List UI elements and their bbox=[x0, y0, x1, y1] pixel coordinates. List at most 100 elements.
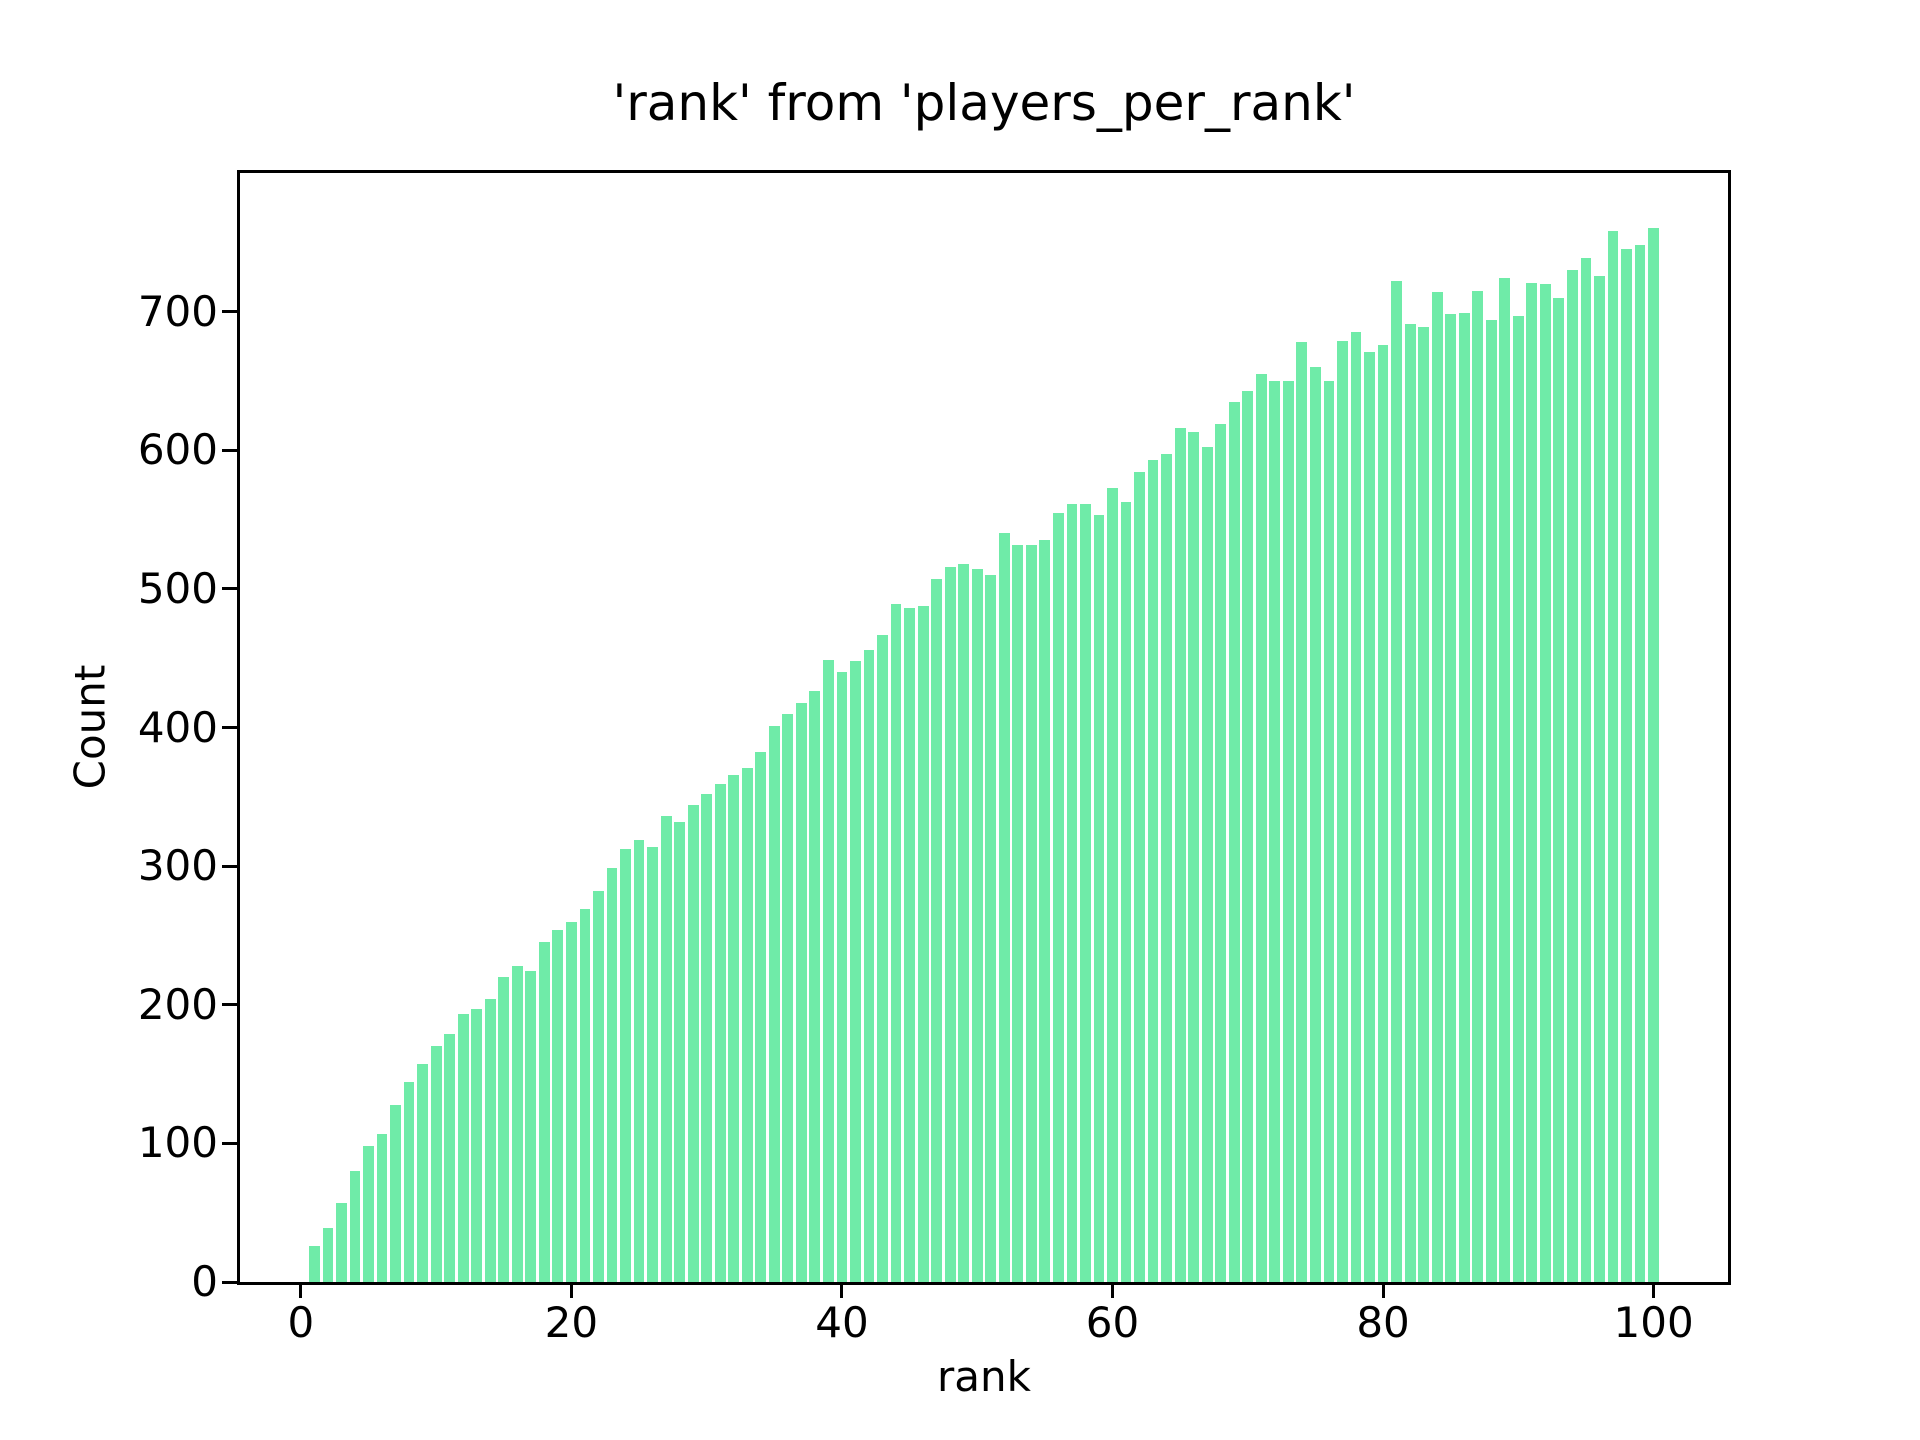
bar-rank-67 bbox=[1201, 447, 1213, 1282]
bar-rank-56 bbox=[1052, 512, 1064, 1282]
bar-rank-15 bbox=[498, 977, 510, 1282]
bar-rank-77 bbox=[1337, 340, 1348, 1282]
bar-rank-99 bbox=[1634, 245, 1646, 1282]
y-tick-label-300: 300 bbox=[137, 841, 218, 891]
x-tick-label-60: 60 bbox=[1085, 1298, 1140, 1347]
y-tick-mark-100 bbox=[222, 1141, 237, 1145]
bar-rank-69 bbox=[1228, 401, 1240, 1282]
bar-rank-79 bbox=[1364, 351, 1375, 1282]
x-tick-label-80: 80 bbox=[1356, 1298, 1410, 1347]
bar-rank-62 bbox=[1134, 472, 1145, 1282]
bar-rank-43 bbox=[877, 634, 888, 1282]
bar-rank-46 bbox=[917, 605, 929, 1282]
bar-rank-91 bbox=[1526, 282, 1538, 1282]
bar-rank-70 bbox=[1242, 390, 1254, 1282]
bar-rank-37 bbox=[795, 702, 807, 1282]
y-tick-mark-700 bbox=[222, 310, 237, 314]
bar-rank-26 bbox=[647, 846, 658, 1282]
y-tick-label-0: 0 bbox=[191, 1256, 218, 1306]
bar-rank-64 bbox=[1161, 454, 1173, 1282]
bar-rank-54 bbox=[1025, 544, 1037, 1282]
bar-rank-75 bbox=[1310, 367, 1321, 1282]
y-tick-mark-400 bbox=[222, 726, 237, 729]
bar-rank-22 bbox=[593, 891, 604, 1282]
y-tick-label-200: 200 bbox=[137, 979, 218, 1029]
bar-rank-59 bbox=[1093, 515, 1105, 1282]
bar-rank-85 bbox=[1445, 314, 1457, 1282]
bar-rank-97 bbox=[1607, 231, 1619, 1282]
bar-rank-4 bbox=[349, 1171, 361, 1282]
bar-rank-74 bbox=[1296, 342, 1308, 1282]
bar-rank-82 bbox=[1404, 324, 1416, 1282]
bar-rank-2 bbox=[322, 1227, 334, 1282]
bar-rank-20 bbox=[566, 921, 577, 1282]
bar-rank-63 bbox=[1147, 459, 1159, 1282]
bar-rank-38 bbox=[809, 691, 821, 1282]
bar-rank-5 bbox=[363, 1146, 374, 1282]
bar-rank-52 bbox=[998, 533, 1010, 1282]
bar-rank-58 bbox=[1080, 504, 1091, 1282]
y-tick-label-700: 700 bbox=[137, 286, 218, 336]
bar-rank-19 bbox=[552, 929, 564, 1282]
bar-rank-27 bbox=[660, 816, 672, 1282]
bar-rank-17 bbox=[525, 971, 537, 1282]
bar-rank-45 bbox=[904, 608, 915, 1282]
bar-rank-89 bbox=[1499, 278, 1511, 1282]
x-tick-mark-40 bbox=[840, 1283, 844, 1298]
x-tick-mark-80 bbox=[1381, 1283, 1385, 1298]
bar-rank-10 bbox=[430, 1046, 442, 1282]
bar-rank-48 bbox=[944, 566, 956, 1282]
bar-rank-9 bbox=[417, 1064, 429, 1282]
bar-rank-65 bbox=[1174, 428, 1186, 1282]
bar-rank-47 bbox=[931, 579, 943, 1282]
bar-rank-73 bbox=[1282, 380, 1294, 1282]
bar-rank-55 bbox=[1039, 540, 1051, 1282]
bar-rank-83 bbox=[1418, 326, 1430, 1282]
bar-rank-88 bbox=[1485, 319, 1497, 1282]
bar-rank-90 bbox=[1512, 315, 1524, 1282]
bar-rank-78 bbox=[1350, 332, 1362, 1282]
bar-rank-66 bbox=[1188, 432, 1200, 1282]
bar-rank-57 bbox=[1066, 504, 1078, 1282]
plot-area-frame bbox=[237, 170, 1731, 1285]
bar-rank-86 bbox=[1458, 313, 1470, 1282]
bar-rank-39 bbox=[823, 659, 834, 1282]
bar-rank-68 bbox=[1215, 423, 1227, 1282]
bar-rank-49 bbox=[958, 563, 970, 1282]
bar-rank-32 bbox=[728, 774, 740, 1282]
x-tick-mark-0 bbox=[299, 1283, 303, 1298]
bar-rank-34 bbox=[755, 752, 767, 1282]
x-tick-mark-20 bbox=[569, 1283, 573, 1298]
y-tick-label-400: 400 bbox=[137, 702, 218, 752]
bar-rank-95 bbox=[1580, 257, 1592, 1282]
bar-rank-11 bbox=[444, 1033, 456, 1282]
bar-rank-92 bbox=[1539, 283, 1551, 1282]
bar-rank-94 bbox=[1567, 270, 1578, 1282]
bar-rank-28 bbox=[674, 821, 686, 1282]
bar-rank-72 bbox=[1269, 380, 1281, 1282]
y-tick-label-600: 600 bbox=[137, 425, 218, 475]
bar-rank-8 bbox=[403, 1082, 415, 1282]
bar-rank-21 bbox=[579, 909, 591, 1282]
bar-rank-14 bbox=[484, 999, 496, 1282]
bar-rank-98 bbox=[1621, 249, 1632, 1282]
x-tick-label-20: 20 bbox=[544, 1298, 599, 1347]
bar-rank-96 bbox=[1594, 275, 1605, 1282]
bar-rank-42 bbox=[863, 649, 875, 1282]
bar-rank-6 bbox=[376, 1133, 388, 1282]
bar-rank-76 bbox=[1323, 380, 1335, 1282]
bar-rank-40 bbox=[836, 672, 848, 1282]
y-tick-mark-0 bbox=[222, 1280, 237, 1284]
y-tick-mark-600 bbox=[222, 448, 237, 452]
bar-rank-71 bbox=[1255, 374, 1267, 1282]
bar-rank-33 bbox=[741, 767, 753, 1282]
bar-rank-12 bbox=[457, 1014, 469, 1282]
bar-rank-81 bbox=[1391, 281, 1402, 1282]
bar-rank-80 bbox=[1377, 344, 1389, 1282]
chart-title: 'rank' from 'players_per_rank' bbox=[612, 74, 1356, 132]
x-tick-mark-100 bbox=[1652, 1283, 1656, 1298]
bar-rank-1 bbox=[308, 1245, 320, 1282]
bar-rank-51 bbox=[985, 575, 997, 1282]
y-tick-mark-500 bbox=[222, 587, 237, 591]
